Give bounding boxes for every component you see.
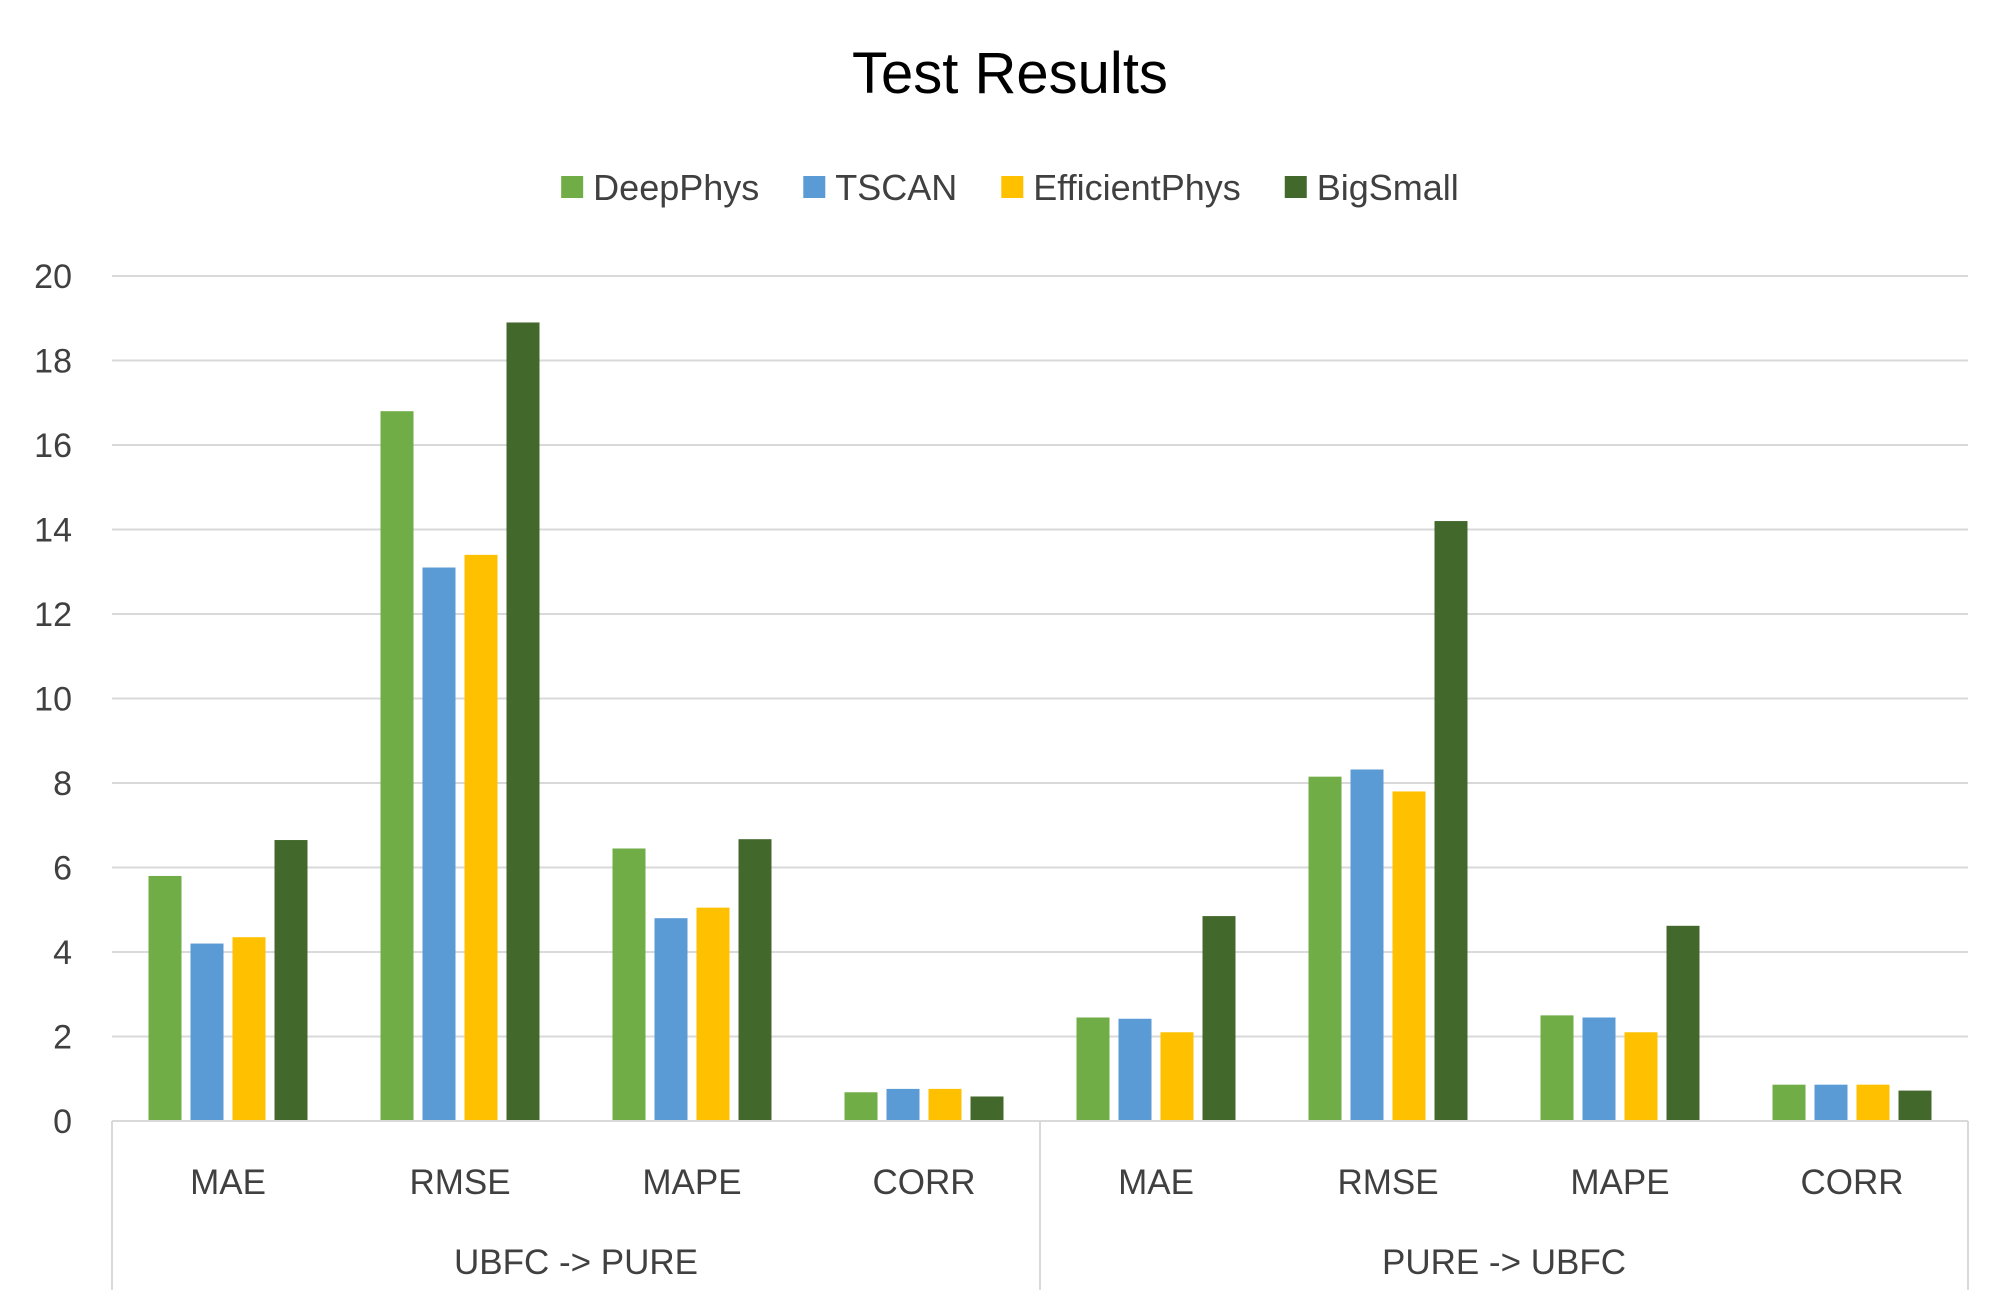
- bar-efficientphys-rmse: [1392, 791, 1426, 1121]
- legend-item-tscan: TSCAN: [803, 167, 957, 208]
- x-axis: MAE RMSE MAPE CORR MAE RMSE MAPE CORR UBFC -> PU…: [111, 1120, 1969, 1290]
- bar-tscan-rmse: [422, 567, 456, 1121]
- y-tick-label: 8: [53, 765, 72, 803]
- bar-deepphys-mape: [612, 848, 646, 1121]
- legend-label: DeepPhys: [593, 167, 759, 208]
- bar-bigsmall-corr: [1898, 1090, 1932, 1121]
- y-tick-label: 4: [53, 934, 72, 972]
- bar-deepphys-mape: [1540, 1015, 1574, 1121]
- x-tick-label: CORR: [872, 1163, 975, 1202]
- bar-tscan-mae: [1118, 1018, 1152, 1121]
- bar-deepphys-rmse: [380, 411, 414, 1121]
- x-tick-label: MAE: [1118, 1163, 1194, 1202]
- legend-label: EfficientPhys: [1033, 167, 1240, 208]
- bar-efficientphys-mape: [696, 907, 730, 1121]
- bar-tscan-corr: [886, 1088, 920, 1121]
- x-tick-label: MAPE: [1570, 1163, 1669, 1202]
- bar-deepphys-mae: [1076, 1017, 1110, 1121]
- bar-deepphys-corr: [844, 1092, 878, 1121]
- bar-efficientphys-corr: [928, 1088, 962, 1121]
- bar-deepphys-corr: [1772, 1084, 1806, 1121]
- x-tick-label: CORR: [1800, 1163, 1903, 1202]
- bar-efficientphys-mae: [232, 937, 266, 1121]
- group-label: UBFC -> PURE: [454, 1243, 698, 1282]
- bar-efficientphys-corr: [1856, 1084, 1890, 1121]
- bar-tscan-rmse: [1350, 769, 1384, 1121]
- x-tick-label: MAE: [190, 1163, 266, 1202]
- legend-label: TSCAN: [835, 167, 957, 208]
- legend-swatch: [1001, 176, 1024, 198]
- chart-title: Test Results: [852, 41, 1168, 106]
- legend-item-efficientphys: EfficientPhys: [1001, 167, 1241, 208]
- y-tick-label: 10: [34, 681, 72, 719]
- bar-tscan-mape: [654, 918, 688, 1121]
- legend-swatch: [561, 176, 584, 198]
- group-label: PURE -> UBFC: [1382, 1243, 1626, 1282]
- y-axis: 0 2 4 6 8 10 12 14 16 18 20: [34, 258, 72, 1141]
- bar-tscan-mape: [1582, 1017, 1616, 1121]
- bar-tscan-corr: [1814, 1084, 1848, 1121]
- legend: DeepPhys TSCAN EfficientPhys BigSmall: [561, 167, 1459, 208]
- y-tick-label: 16: [34, 427, 72, 465]
- bar-efficientphys-rmse: [464, 554, 498, 1121]
- gridlines: [112, 275, 1968, 1038]
- y-tick-label: 6: [53, 850, 72, 888]
- bar-bigsmall-rmse: [506, 322, 540, 1122]
- x-tick-label: RMSE: [409, 1163, 510, 1202]
- bar-deepphys-mae: [148, 875, 182, 1121]
- y-tick-label: 14: [34, 512, 72, 550]
- bar-bigsmall-mae: [1202, 916, 1236, 1121]
- bar-bigsmall-corr: [970, 1096, 1004, 1121]
- bar-efficientphys-mape: [1624, 1032, 1658, 1121]
- legend-swatch: [803, 176, 826, 198]
- y-tick-label: 12: [34, 596, 72, 634]
- legend-swatch: [1284, 176, 1307, 198]
- bar-bigsmall-mape: [738, 839, 772, 1121]
- y-tick-label: 2: [53, 1019, 72, 1057]
- y-tick-label: 20: [34, 258, 72, 296]
- bar-deepphys-rmse: [1308, 776, 1342, 1121]
- bar-bigsmall-mae: [274, 840, 308, 1121]
- bar-bigsmall-rmse: [1434, 521, 1468, 1121]
- y-tick-label: 0: [53, 1103, 72, 1141]
- legend-item-bigsmall: BigSmall: [1284, 167, 1459, 208]
- bar-tscan-mae: [190, 943, 224, 1121]
- legend-label: BigSmall: [1317, 167, 1459, 208]
- bar-bigsmall-mape: [1666, 925, 1700, 1121]
- y-tick-label: 18: [34, 343, 72, 381]
- bar-efficientphys-mae: [1160, 1032, 1194, 1121]
- x-tick-label: MAPE: [642, 1163, 741, 1202]
- bars: [148, 322, 1932, 1122]
- x-tick-label: RMSE: [1337, 1163, 1438, 1202]
- legend-item-deepphys: DeepPhys: [561, 167, 759, 208]
